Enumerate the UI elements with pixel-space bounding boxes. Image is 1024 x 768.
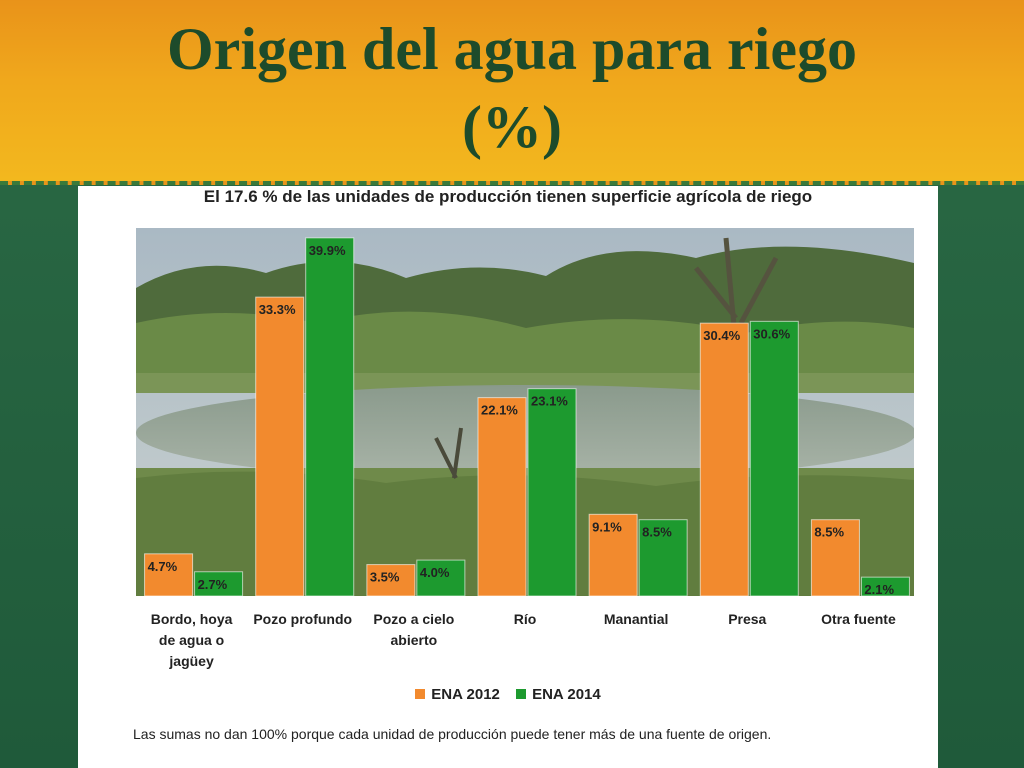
category-label-line: jagüey [168, 653, 214, 669]
value-label-ena-2014-3: 23.1% [531, 394, 568, 409]
category-label-line: Manantial [604, 611, 669, 627]
category-label-5: Presa [728, 611, 766, 627]
bar-ena-2014-6 [860, 576, 910, 597]
legend-item-ena-2012: ENA 2012 [415, 686, 500, 703]
value-label-ena-2012-3: 22.1% [481, 403, 518, 418]
category-label-line: Pozo a cielo [373, 611, 454, 627]
category-label-0: Bordo, hoya de agua o jagüey [151, 611, 233, 669]
value-label-ena-2012-0: 4.7% [148, 559, 178, 574]
bar-chart: 4.7% 2.7% Bordo, hoya de agua o jagüey 33.3% 3… [144, 237, 910, 669]
value-label-ena-2014-0: 2.7% [198, 577, 228, 592]
chart-title: El 17.6 % de las unidades de producción … [203, 187, 813, 206]
title-band [0, 0, 1024, 185]
bar-ena-2014-3 [527, 388, 577, 597]
bar-ena-2014-4 [638, 519, 688, 597]
chart-footnote: Las sumas no dan 100% porque cada unidad… [133, 726, 772, 742]
value-label-ena-2012-4: 9.1% [592, 519, 622, 534]
bar-ena-2012-0 [144, 553, 194, 597]
value-label-ena-2012-1: 33.3% [259, 302, 296, 317]
chart-panel: El 17.6 % de las unidades de producción … [78, 186, 938, 768]
value-label-ena-2014-2: 4.0% [420, 565, 450, 580]
category-label-line: Bordo, hoya [151, 611, 233, 627]
slide-title-line2: (%) [462, 94, 562, 160]
value-label-ena-2012-6: 8.5% [814, 525, 844, 540]
value-label-ena-2012-5: 30.4% [703, 328, 740, 343]
bar-ena-2012-5 [699, 322, 749, 597]
value-label-ena-2014-6: 2.1% [864, 582, 894, 597]
bar-ena-2012-4 [588, 513, 638, 597]
legend-swatch-ena-2014 [516, 689, 527, 699]
slide-title: Origen del agua para riego (%) [0, 10, 1024, 166]
category-label-4: Manantial [604, 611, 669, 627]
category-label-line: Presa [728, 611, 766, 627]
bar-ena-2014-2 [416, 559, 466, 597]
value-label-ena-2014-1: 39.9% [309, 243, 346, 258]
legend-label-ena-2014: ENA 2014 [532, 686, 601, 703]
category-label-line: Otra fuente [821, 611, 896, 627]
value-label-ena-2014-5: 30.6% [753, 326, 790, 341]
chart-legend: ENA 2012 ENA 2014 [78, 686, 938, 703]
slide-title-line1: Origen del agua para riego [167, 16, 857, 82]
category-label-2: Pozo a cielo abierto [373, 611, 454, 648]
bar-ena-2014-5 [749, 320, 799, 597]
bar-ena-2014-1 [305, 237, 355, 597]
category-label-line: de agua o [159, 632, 224, 648]
bar-ena-2012-6 [810, 519, 860, 597]
category-label-line: Pozo profundo [253, 611, 352, 627]
bar-ena-2012-1 [255, 296, 305, 597]
bar-ena-2012-2 [366, 564, 416, 597]
bar-ena-2014-0 [194, 571, 244, 597]
legend-swatch-ena-2012 [415, 689, 426, 699]
category-label-1: Pozo profundo [253, 611, 352, 627]
category-label-6: Otra fuente [821, 611, 896, 627]
bar-ena-2012-3 [477, 397, 527, 597]
category-label-3: Río [514, 611, 537, 627]
category-label-line: Río [514, 611, 537, 627]
value-label-ena-2014-4: 8.5% [642, 525, 672, 540]
category-label-line: abierto [391, 632, 438, 648]
value-label-ena-2012-2: 3.5% [370, 570, 400, 585]
legend-item-ena-2014: ENA 2014 [516, 686, 601, 703]
legend-label-ena-2012: ENA 2012 [431, 686, 500, 703]
